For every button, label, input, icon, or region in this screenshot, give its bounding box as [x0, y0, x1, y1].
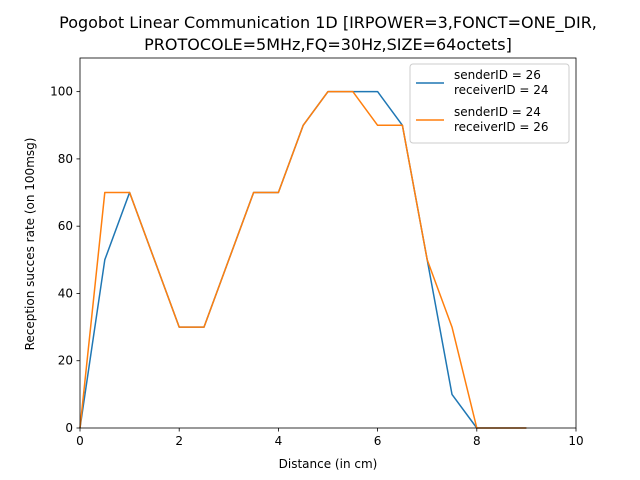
x-tick-label: 0: [76, 434, 84, 448]
chart-subtitle: PROTOCOLE=5MHz,FQ=30Hz,SIZE=64octets]: [144, 35, 512, 54]
legend-label-line2: receiverID = 24: [454, 83, 549, 97]
x-tick-label: 10: [568, 434, 583, 448]
y-tick-label: 80: [58, 152, 73, 166]
y-tick-label: 60: [58, 219, 73, 233]
x-tick-label: 6: [374, 434, 382, 448]
legend-box: [409, 63, 570, 144]
series-line-2: [79, 90, 527, 429]
y-axis-label: Reception succes rate (on 100msg): [23, 138, 37, 351]
y-tick-label: 0: [65, 421, 73, 435]
y-tick-label: 20: [58, 354, 73, 368]
axes-frame: [79, 57, 577, 429]
x-tick-label: 2: [175, 434, 183, 448]
chart-title: Pogobot Linear Communication 1D [IRPOWER…: [59, 13, 597, 33]
y-tick-label: 100: [50, 85, 73, 99]
legend-label-line1: senderID = 26: [454, 68, 541, 82]
y-tick-label: 40: [58, 286, 73, 300]
x-axis-label: Distance (in cm): [279, 457, 378, 471]
legend-label-line2: receiverID = 26: [454, 120, 549, 134]
x-tick-label: 4: [275, 434, 283, 448]
x-tick-label: 8: [473, 434, 481, 448]
legend-label-line1: senderID = 24: [454, 105, 541, 119]
